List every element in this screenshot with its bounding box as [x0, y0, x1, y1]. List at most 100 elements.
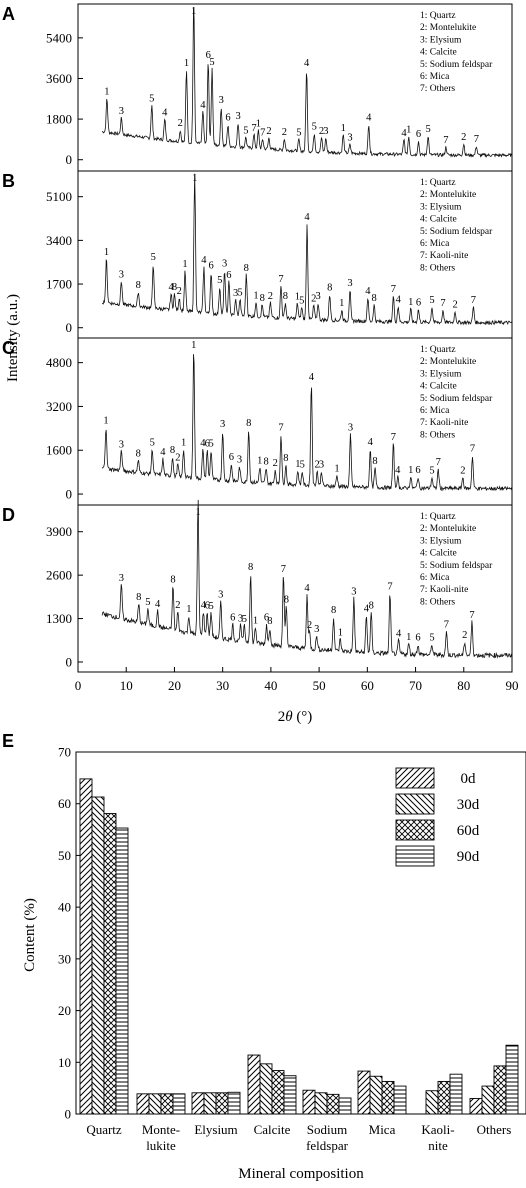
peak-label: 4: [200, 100, 206, 111]
peak-label: 8: [136, 448, 141, 459]
category-label: Monte-: [142, 1122, 180, 1137]
peak-label: 7: [469, 610, 474, 621]
legend-entry: 6: Mica: [420, 573, 450, 583]
peak-label: 8: [248, 562, 253, 573]
peak-label: 2: [268, 291, 273, 302]
panel-letter: B: [2, 171, 15, 191]
peak-label: 1: [341, 123, 346, 134]
legend-entry: 3: Elysium: [420, 202, 462, 212]
peak-label: 8: [371, 293, 376, 304]
peak-label: 5: [150, 437, 155, 448]
bar-group: [191, 1091, 241, 1115]
peak-label: 1: [103, 415, 108, 426]
xrd-trace: [101, 173, 513, 326]
peak-label: 5: [208, 601, 213, 612]
peak-label: 2: [462, 630, 467, 641]
bar-90d: [449, 1073, 463, 1115]
peak-label: 3: [314, 624, 319, 635]
bar-chart-categories: Quartz Monte-lukite Elysium Calcite Sodiumfe…: [86, 1109, 511, 1153]
legend-swatch: [395, 767, 435, 789]
legend-entry: 8: Others: [420, 430, 455, 440]
xrd-trace: [102, 7, 513, 158]
peak-label: 5: [429, 295, 434, 306]
peak-label: 7: [471, 295, 476, 306]
legend-entry: 5: Sodium feldspar: [420, 59, 493, 70]
legend-entry: 3: Elysium: [420, 35, 462, 45]
bar-90d: [172, 1093, 186, 1115]
legend-entry: 2: Montelukite: [420, 190, 476, 200]
x-tick-label: 50: [313, 678, 326, 693]
peak-label: 3: [235, 111, 240, 122]
peak-label: 5: [145, 597, 150, 608]
y-tick-label: 10: [58, 1055, 71, 1070]
bar-90d: [338, 1097, 352, 1115]
y-tick-label: 3900: [46, 524, 72, 539]
x-tick-label: 80: [457, 678, 470, 693]
x-tick-label: 10: [120, 678, 133, 693]
peak-label: 2: [266, 126, 271, 137]
y-tick-label: 5400: [46, 30, 72, 45]
peak-label: 8: [244, 263, 249, 274]
category-label: Mica: [369, 1122, 396, 1137]
peak-label: 3: [323, 126, 328, 137]
bar-0d: [191, 1092, 205, 1115]
peak-label: 1: [408, 465, 413, 476]
x-tick-label: 30: [216, 678, 229, 693]
peak-label: 5: [300, 459, 305, 470]
peak-label: 7: [387, 581, 392, 592]
x-tick-label: 60: [361, 678, 374, 693]
bar-group: [425, 1073, 463, 1115]
peak-label: 4: [309, 372, 315, 383]
peak-label: 3: [222, 259, 227, 270]
legend-entry: 2: Montelukite: [420, 23, 476, 33]
bar-30d: [481, 1085, 495, 1115]
bar-90d: [283, 1075, 297, 1115]
bar-90d: [393, 1085, 407, 1115]
peak-label: 1: [184, 58, 189, 69]
peak-label: 5: [429, 465, 434, 476]
bar-90d: [505, 1044, 519, 1115]
panel-letter-e: E: [2, 731, 14, 751]
peak-label: 4: [368, 437, 374, 448]
peak-label: 8: [172, 282, 177, 293]
peak-label: 7: [474, 134, 479, 145]
peak-label: 5: [149, 94, 154, 105]
peak-label: 2: [315, 459, 320, 470]
xrd-y-axis-label: Intensity (a.u.): [5, 294, 21, 382]
legend-entry: 5: Sodium feldspar: [420, 226, 493, 237]
peak-label: 7: [251, 123, 256, 134]
peak-label: 8: [283, 291, 288, 302]
peak-label: 4: [364, 604, 370, 615]
peak-label: 1: [191, 340, 196, 351]
y-tick-label: 30: [58, 951, 71, 966]
xrd-trace: [101, 499, 513, 659]
peak-label: 2: [307, 620, 312, 631]
y-tick-label: 40: [58, 900, 71, 915]
peak-label: 1: [406, 632, 411, 643]
peak-label: 6: [208, 260, 213, 271]
bar-60d: [493, 1065, 507, 1115]
peak-label: 6: [264, 612, 269, 623]
peak-label: 5: [237, 288, 242, 299]
y-tick-label: 50: [58, 848, 71, 863]
y-tick-label: 0: [66, 152, 73, 167]
peak-label: 8: [331, 605, 336, 616]
peak-label: 8: [369, 601, 374, 612]
x-tick-label: 0: [75, 678, 82, 693]
category-label: Calcite: [254, 1122, 291, 1137]
peak-label: 8: [372, 456, 377, 467]
legend-swatch: [395, 793, 435, 815]
peak-label: 1: [186, 604, 191, 615]
legend-entry: 7: Kaoli-nite: [420, 418, 468, 428]
legend-entry: 6: Mica: [420, 239, 450, 249]
peak-label: 1: [408, 297, 413, 308]
y-tick-label: 3600: [46, 71, 72, 86]
peak-label: 3: [347, 278, 352, 289]
peak-label: 1: [191, 6, 196, 17]
y-tick-label: 3400: [46, 233, 72, 248]
peak-label: 5: [217, 275, 222, 286]
peak-label: 3: [237, 455, 242, 466]
y-tick-label: 1300: [46, 611, 72, 626]
legend-entry: 4: Calcite: [420, 48, 457, 58]
y-tick-label: 0: [65, 1107, 72, 1122]
